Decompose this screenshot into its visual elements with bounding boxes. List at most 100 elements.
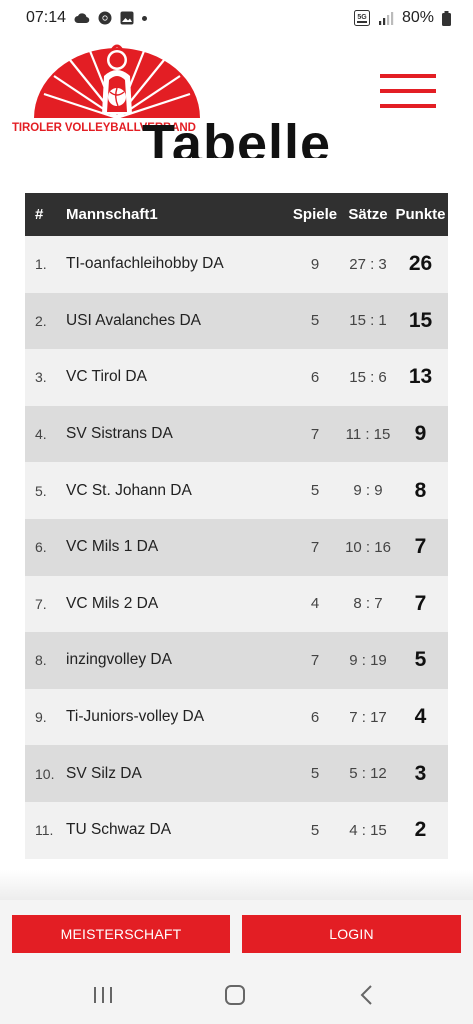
row-points: 13 — [408, 365, 433, 389]
row-games: 5 — [310, 312, 320, 330]
table-header: # Mannschaft1 Spiele Sätze Punkte — [25, 193, 448, 236]
menu-line-icon — [380, 104, 436, 108]
row-games: 5 — [310, 765, 320, 783]
header-sets: Sätze — [348, 206, 388, 223]
row-games: 9 — [310, 255, 320, 273]
signal-icon — [378, 12, 394, 25]
page-title-text: Tabelle — [141, 114, 332, 158]
row-rank: 1. — [35, 256, 47, 273]
table-row: 5. VC St. Johann DA 5 9 : 9 8 — [25, 462, 448, 519]
row-points: 3 — [414, 761, 427, 785]
table-row: 3. VC Tirol DA 6 15 : 6 13 — [25, 349, 448, 406]
bottom-action-bar: MEISTERSCHAFT LOGIN — [0, 900, 473, 966]
row-team: SV Sistrans DA — [66, 425, 173, 443]
row-points: 2 — [414, 818, 427, 842]
row-sets: 5 : 12 — [349, 765, 387, 783]
chrome-icon — [98, 11, 112, 25]
svg-text:5G: 5G — [357, 14, 367, 21]
recent-apps-icon — [94, 987, 112, 1003]
system-nav-bar — [0, 966, 473, 1024]
table-row: 9. Ti-Juniors-volley DA 6 7 : 17 4 — [25, 688, 448, 746]
table-row: 10. SV Silz DA 5 5 : 12 3 — [25, 745, 448, 802]
meisterschaft-button[interactable]: MEISTERSCHAFT — [12, 915, 230, 953]
table-body: 1. TI-oanfachleihobby DA 9 27 : 3 26 2. … — [25, 236, 448, 859]
footer-shadow — [0, 870, 473, 900]
row-team: inzingvolley DA — [66, 651, 172, 669]
menu-line-icon — [380, 74, 436, 78]
row-rank: 4. — [35, 426, 47, 443]
row-points: 7 — [414, 535, 427, 559]
tvv-logo[interactable]: TIROLER VOLLEYBALLVERBAND — [12, 42, 202, 134]
row-games: 7 — [310, 538, 320, 556]
back-button[interactable] — [352, 982, 382, 1008]
row-games: 5 — [310, 482, 320, 500]
home-icon — [225, 985, 245, 1005]
row-games: 7 — [310, 425, 320, 443]
image-icon — [120, 11, 134, 25]
row-sets: 10 : 16 — [345, 538, 391, 556]
row-games: 6 — [310, 708, 320, 726]
row-team: Ti-Juniors-volley DA — [66, 708, 205, 726]
row-points: 5 — [414, 648, 427, 672]
row-rank: 11. — [35, 822, 54, 839]
row-points: 4 — [414, 705, 427, 729]
row-rank: 3. — [35, 369, 47, 386]
row-sets: 8 : 7 — [353, 595, 383, 613]
network-5g-icon: 5G — [353, 10, 370, 26]
cloud-icon — [74, 13, 90, 24]
home-button[interactable] — [220, 982, 250, 1008]
row-rank: 9. — [35, 709, 47, 726]
page-title: Tabelle — [0, 108, 473, 158]
row-games: 7 — [310, 651, 320, 669]
row-sets: 11 : 15 — [345, 425, 391, 443]
notification-dot-icon — [142, 15, 148, 21]
row-sets: 4 : 15 — [349, 821, 387, 839]
battery-icon — [442, 10, 451, 26]
row-rank: 7. — [35, 595, 47, 612]
battery-percent: 80% — [401, 9, 434, 26]
logo-wordmark: TIROLER VOLLEYBALLVERBAND — [12, 122, 196, 134]
row-games: 4 — [310, 595, 320, 613]
row-points: 26 — [408, 252, 433, 276]
header-points: Punkte — [395, 206, 446, 223]
recent-apps-button[interactable] — [88, 982, 118, 1008]
status-right: 5G 80% — [353, 9, 451, 27]
row-points: 9 — [414, 422, 427, 446]
row-sets: 9 : 9 — [353, 482, 383, 500]
row-points: 8 — [414, 478, 427, 502]
hamburger-menu-button[interactable] — [380, 74, 436, 108]
status-time: 07:14 — [26, 9, 67, 26]
row-team: VC St. Johann DA — [66, 481, 192, 499]
row-sets: 15 : 1 — [349, 312, 387, 330]
standings-table: # Mannschaft1 Spiele Sätze Punkte 1. TI-… — [25, 193, 448, 859]
row-team: TI-oanfachleihobby DA — [66, 255, 224, 273]
site-header: TIROLER VOLLEYBALLVERBAND — [0, 36, 473, 136]
status-left: 07:14 — [26, 9, 148, 27]
status-bar: 07:14 5G 80% — [0, 0, 473, 36]
header-games: Spiele — [292, 206, 338, 223]
table-row: 2. USI Avalanches DA 5 15 : 1 15 — [25, 292, 448, 350]
back-icon — [360, 985, 372, 1005]
row-sets: 27 : 3 — [349, 255, 387, 273]
row-team: TU Schwaz DA — [66, 821, 172, 839]
eagle-logo-icon — [34, 44, 200, 120]
login-button[interactable]: LOGIN — [242, 915, 461, 953]
row-team: VC Mils 1 DA — [66, 538, 159, 556]
header-team: Mannschaft1 — [66, 206, 158, 223]
row-rank: 8. — [35, 652, 47, 669]
table-row: 1. TI-oanfachleihobby DA 9 27 : 3 26 — [25, 236, 448, 293]
row-team: USI Avalanches DA — [66, 311, 201, 329]
row-sets: 7 : 17 — [349, 708, 387, 726]
row-rank: 2. — [35, 312, 47, 329]
menu-line-icon — [380, 89, 436, 93]
table-row: 11. TU Schwaz DA 5 4 : 15 2 — [25, 801, 448, 859]
row-games: 6 — [310, 368, 320, 386]
row-team: SV Silz DA — [66, 764, 142, 782]
table-row: 7. VC Mils 2 DA 4 8 : 7 7 — [25, 575, 448, 633]
row-points: 15 — [408, 308, 433, 332]
row-team: VC Mils 2 DA — [66, 594, 159, 612]
table-row: 8. inzingvolley DA 7 9 : 19 5 — [25, 632, 448, 689]
row-team: VC Tirol DA — [66, 368, 147, 386]
table-row: 4. SV Sistrans DA 7 11 : 15 9 — [25, 405, 448, 463]
row-points: 7 — [414, 591, 427, 615]
